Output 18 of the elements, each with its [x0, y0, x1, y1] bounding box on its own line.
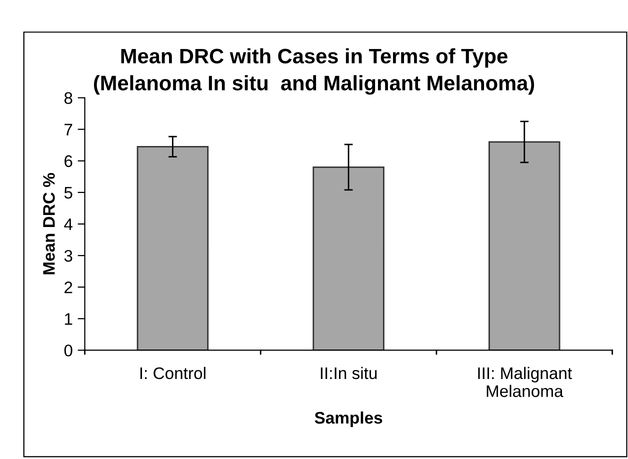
- x-tick-label: I: Control: [140, 366, 206, 380]
- x-tick-label: II:In situ: [320, 366, 377, 380]
- y-tick-label: 2: [64, 282, 72, 294]
- y-tick-label: 0: [64, 344, 72, 356]
- x-axis-title: Samples: [314, 411, 382, 428]
- bar: [136, 146, 209, 350]
- y-tick-label: 4: [64, 218, 72, 230]
- y-tick-label: 1: [64, 313, 72, 325]
- bar: [488, 141, 560, 350]
- y-tick-label: 6: [64, 155, 72, 168]
- x-tick-label: III: Malignant Melanoma: [478, 366, 572, 398]
- bar: [312, 166, 384, 350]
- chart-title: Mean DRC with Cases in Terms of Type (Melanoma In situ and Malignant Melanoma): [94, 48, 534, 95]
- y-axis-title: Mean DRC %: [43, 173, 55, 274]
- y-tick-label: 3: [64, 250, 72, 262]
- y-tick-label: 7: [64, 124, 72, 136]
- y-tick-label: 5: [64, 187, 72, 199]
- y-tick-label: 8: [64, 92, 72, 104]
